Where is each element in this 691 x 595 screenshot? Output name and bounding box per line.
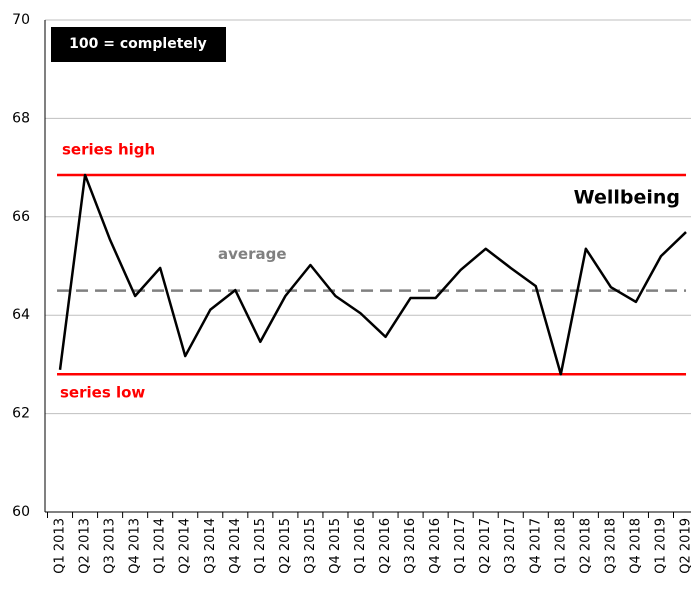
x-tick-label: Q1 2018 [553,518,568,574]
x-tick-label: Q1 2019 [653,518,668,574]
x-tick-label: Q2 2015 [278,518,293,574]
x-tick-label: Q2 2014 [178,518,193,574]
reference-label: series high [62,140,155,158]
annotation: 100 = completely [69,36,207,52]
y-tick-label: 66 [12,209,30,225]
reference-label: series low [60,384,145,402]
x-tick-label: Q2 2018 [578,518,593,574]
y-tick-label: 60 [12,504,30,520]
x-tick-label: Q2 2019 [679,518,691,574]
x-tick-label: Q2 2016 [378,518,393,574]
reference-label: average [218,245,287,263]
x-tick-label: Q2 2013 [78,518,93,574]
x-tick-label: Q4 2015 [328,518,343,574]
x-tick-label: Q4 2018 [628,518,643,574]
series-line [58,173,687,376]
x-tick-label: Q3 2013 [103,518,118,574]
x-tick-label: Q1 2017 [453,518,468,574]
annotation-box [51,27,226,62]
y-tick-label: 64 [12,307,30,323]
x-tick-label: Q2 2017 [478,518,493,574]
x-tick-label: Q4 2016 [428,518,443,574]
x-tick-label: Q4 2013 [128,518,143,574]
x-tick-label: Q3 2018 [603,518,618,574]
y-tick-label: 62 [12,406,30,422]
x-tick-label: Q1 2016 [353,518,368,574]
x-tick-label: Q4 2014 [228,518,243,574]
y-tick-label: 68 [12,110,30,126]
x-tick-label: Q3 2017 [503,518,518,574]
x-tick-label: Q1 2015 [253,518,268,574]
x-tick-label: Q1 2014 [153,518,168,574]
x-tick-label: Q3 2014 [203,518,218,574]
y-tick-label: 70 [12,12,30,28]
series-label: Wellbeing [574,187,680,209]
x-tick-label: Q3 2015 [303,518,318,574]
x-tick-label: Q1 2013 [53,518,68,574]
x-tick-label: Q3 2016 [403,518,418,574]
x-tick-label: Q4 2017 [528,518,543,574]
